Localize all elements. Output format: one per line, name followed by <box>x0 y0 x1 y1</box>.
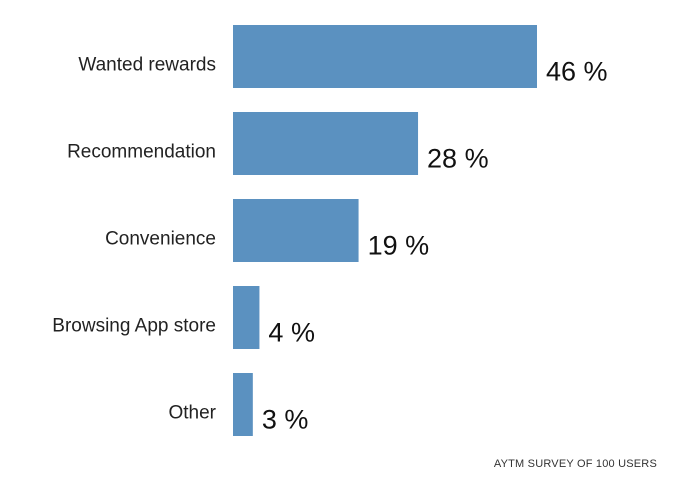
category-label-wanted-rewards: Wanted rewards <box>78 55 216 76</box>
bars-layer <box>233 25 537 436</box>
bar-other <box>233 373 253 436</box>
category-label-browsing-app-store: Browsing App store <box>52 316 216 337</box>
category-label-recommendation: Recommendation <box>67 142 216 163</box>
value-labels: 46 % 28 % 19 % 4 % 3 % <box>262 57 608 435</box>
category-label-convenience: Convenience <box>105 229 216 250</box>
category-label-other: Other <box>168 403 216 424</box>
bar-convenience <box>233 199 359 262</box>
value-label-other: 3 % <box>262 405 309 435</box>
source-footnote: AYTM SURVEY OF 100 USERS <box>493 458 657 470</box>
value-label-browsing-app-store: 4 % <box>268 318 315 348</box>
value-label-convenience: 19 % <box>368 231 430 261</box>
bar-browsing-app-store <box>233 286 260 349</box>
value-label-wanted-rewards: 46 % <box>546 57 608 87</box>
category-labels: Wanted rewards Recommendation Convenience B… <box>52 55 216 424</box>
bar-recommendation <box>233 112 419 175</box>
value-label-recommendation: 28 % <box>427 144 489 174</box>
bar-wanted-rewards <box>233 25 537 88</box>
